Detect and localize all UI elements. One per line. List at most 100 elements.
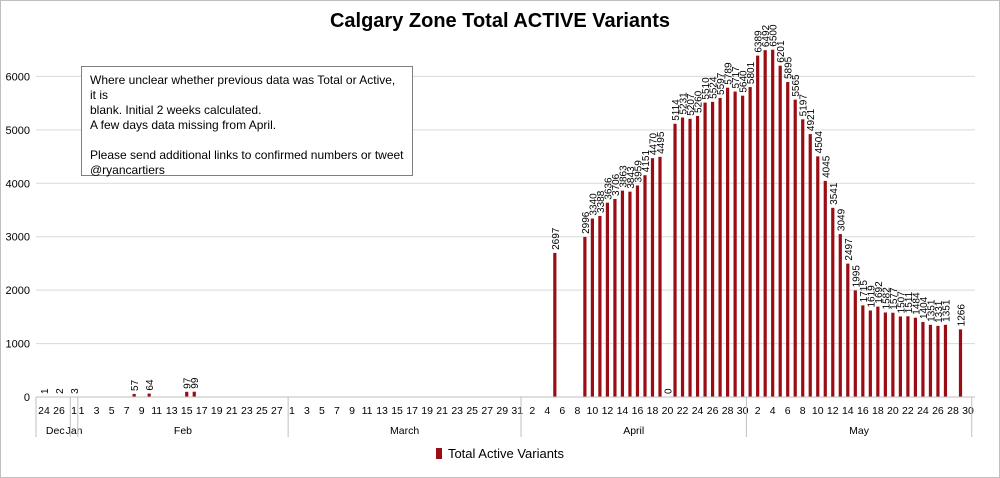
- x-tick-label: 25: [466, 405, 478, 417]
- x-tick-label: 25: [256, 405, 268, 417]
- annotation-paragraph-1: Where unclear whether previous data was …: [90, 73, 396, 132]
- x-tick-label: 7: [124, 405, 130, 417]
- bar: [876, 306, 880, 397]
- bar: [688, 118, 692, 398]
- bar: [936, 325, 940, 397]
- x-tick-label: 21: [226, 405, 238, 417]
- bar: [816, 156, 820, 397]
- bar: [846, 263, 850, 397]
- bar: [898, 316, 902, 397]
- bar: [838, 234, 842, 397]
- bar: [695, 115, 700, 397]
- data-label: 1266: [956, 304, 967, 327]
- data-label: 4151: [641, 150, 652, 173]
- data-label: 4504: [814, 131, 825, 154]
- bar: [748, 87, 752, 397]
- x-tick-label: 27: [271, 405, 283, 417]
- data-label: 1331: [934, 300, 945, 323]
- x-tick-label: 2: [529, 405, 535, 417]
- data-label: 1582: [881, 287, 892, 310]
- x-tick-label: 12: [827, 405, 839, 417]
- x-tick-label: 20: [887, 405, 899, 417]
- data-label: 3541: [829, 182, 840, 205]
- x-tick-label: 11: [362, 405, 373, 417]
- data-label: 5260: [694, 90, 705, 113]
- data-label: 6201: [776, 40, 787, 63]
- bar: [620, 190, 625, 397]
- bar: [786, 82, 790, 397]
- bar: [553, 252, 557, 397]
- bar: [771, 49, 775, 398]
- data-label: 3636: [603, 177, 614, 200]
- x-tick-label: 30: [737, 405, 749, 417]
- x-tick-label: 10: [812, 405, 824, 417]
- data-label: 1351: [926, 299, 937, 322]
- data-label: 5895: [784, 56, 795, 79]
- x-tick-label: 11: [151, 405, 162, 417]
- x-tick-label: 8: [800, 405, 806, 417]
- x-tick-label: 18: [872, 405, 884, 417]
- bar: [778, 65, 782, 397]
- bar: [853, 290, 857, 397]
- bar: [891, 312, 895, 397]
- data-label: 5801: [746, 61, 757, 84]
- x-tick-label: 26: [932, 405, 944, 417]
- bar: [147, 393, 151, 397]
- x-tick-label: 7: [334, 405, 340, 417]
- data-label: 5114: [671, 99, 682, 121]
- x-tick-label: 15: [181, 405, 193, 417]
- data-label: 4921: [806, 108, 817, 131]
- data-labels: 1 2 357 64 979926972996334033883636370638633…: [40, 24, 967, 394]
- bar: [868, 310, 872, 397]
- bar: [726, 87, 730, 397]
- x-tick-label: 10: [587, 405, 599, 417]
- x-tick-label: 22: [677, 405, 689, 417]
- bars: [42, 49, 963, 398]
- data-label: 1484: [911, 292, 922, 315]
- x-tick-label: 14: [842, 405, 854, 417]
- x-tick-label: 6: [785, 405, 791, 417]
- bar: [801, 119, 805, 397]
- x-axis: 24 26 1 1 3 5 7 9 11 13 15 17 19 21 23 25 27 1 3 5 7 9 11 13 15 1…: [35, 396, 975, 437]
- data-label: 1507: [896, 291, 907, 314]
- x-tick-label: 9: [139, 405, 145, 417]
- y-tick-label: 2000: [6, 285, 30, 297]
- x-tick-label: 24: [38, 405, 50, 417]
- x-month-label: April: [623, 425, 644, 437]
- x-tick-label: 12: [602, 405, 614, 417]
- bar: [921, 321, 925, 397]
- x-tick-label: 1: [71, 405, 77, 417]
- bar: [628, 191, 632, 397]
- data-label: 5207: [686, 93, 697, 116]
- bar: [192, 391, 196, 397]
- data-label: 0: [664, 388, 675, 394]
- bar: [913, 317, 918, 397]
- x-month-label: May: [849, 425, 870, 437]
- x-tick-label: 26: [707, 405, 719, 417]
- x-tick-label: 26: [53, 405, 65, 417]
- bar: [808, 134, 812, 397]
- x-tick-label: 29: [496, 405, 508, 417]
- data-label: 1577: [889, 287, 900, 310]
- x-tick-label: 28: [947, 405, 959, 417]
- bar: [861, 305, 865, 397]
- bar: [703, 102, 707, 398]
- x-month-label: Jan: [66, 425, 83, 437]
- x-tick-label: 24: [692, 405, 704, 417]
- x-tick-label: 13: [376, 405, 388, 417]
- y-tick-label: 5000: [6, 125, 30, 137]
- x-tick-label: 13: [166, 405, 178, 417]
- x-tick-label: 19: [421, 405, 433, 417]
- x-tick-label: 15: [391, 405, 403, 417]
- bar: [793, 99, 797, 398]
- y-tick-label: 1000: [6, 339, 30, 351]
- bar: [831, 207, 835, 397]
- x-tick-label: 20: [662, 405, 674, 417]
- data-label: 2497: [844, 238, 855, 261]
- data-label: 6492: [761, 24, 772, 47]
- x-tick-label: 5: [109, 405, 115, 417]
- data-label: 5717: [731, 66, 742, 89]
- data-label: 2697: [551, 227, 562, 250]
- data-label: 3049: [836, 208, 847, 231]
- chart-title: Calgary Zone Total ACTIVE Variants: [329, 10, 671, 32]
